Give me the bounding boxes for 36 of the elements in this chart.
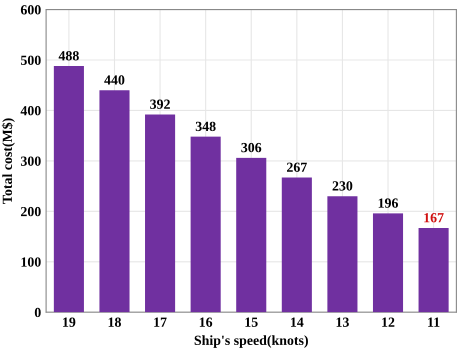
x-tick-label: 12	[382, 318, 394, 327]
bar	[236, 158, 266, 312]
x-tick-label: 18	[108, 317, 121, 327]
bar	[282, 178, 312, 312]
y-tick-label: 400	[20, 106, 41, 116]
y-tick-label: 0	[34, 308, 41, 318]
bar	[372, 213, 404, 312]
bar	[54, 66, 84, 312]
y-tick-label: 300	[20, 156, 41, 166]
x-tick-label: 17	[154, 318, 167, 327]
y-tick-label: 600	[20, 5, 41, 15]
x-tick-label: 16	[200, 318, 212, 327]
y-tick-label: 100	[22, 257, 41, 267]
annotation: 167	[424, 213, 444, 222]
bar	[418, 228, 449, 312]
bar	[190, 136, 221, 312]
data-label: 267	[287, 162, 307, 172]
data-label: 306	[241, 142, 262, 152]
y-tick-label: 500	[20, 56, 41, 65]
data-label: 230	[332, 181, 352, 191]
data-label: 488	[58, 51, 79, 60]
data-label: 196	[378, 198, 398, 208]
y-axis-title: Total cost(M$)	[2, 118, 15, 204]
data-label: 348	[196, 122, 216, 132]
x-tick-label: 15	[245, 318, 258, 327]
y-tick-label: 200	[20, 206, 41, 216]
x-axis-title: Ship's speed(knots)	[194, 335, 308, 348]
x-tick-label: 13	[336, 318, 349, 327]
x-tick-label: 11	[428, 318, 440, 327]
bar	[99, 90, 130, 312]
bar	[145, 114, 176, 312]
x-tick-label: 14	[291, 318, 304, 327]
x-tick-label: 19	[63, 318, 76, 327]
data-label: 392	[150, 100, 170, 109]
data-label: 440	[104, 75, 124, 85]
bar	[327, 196, 358, 312]
